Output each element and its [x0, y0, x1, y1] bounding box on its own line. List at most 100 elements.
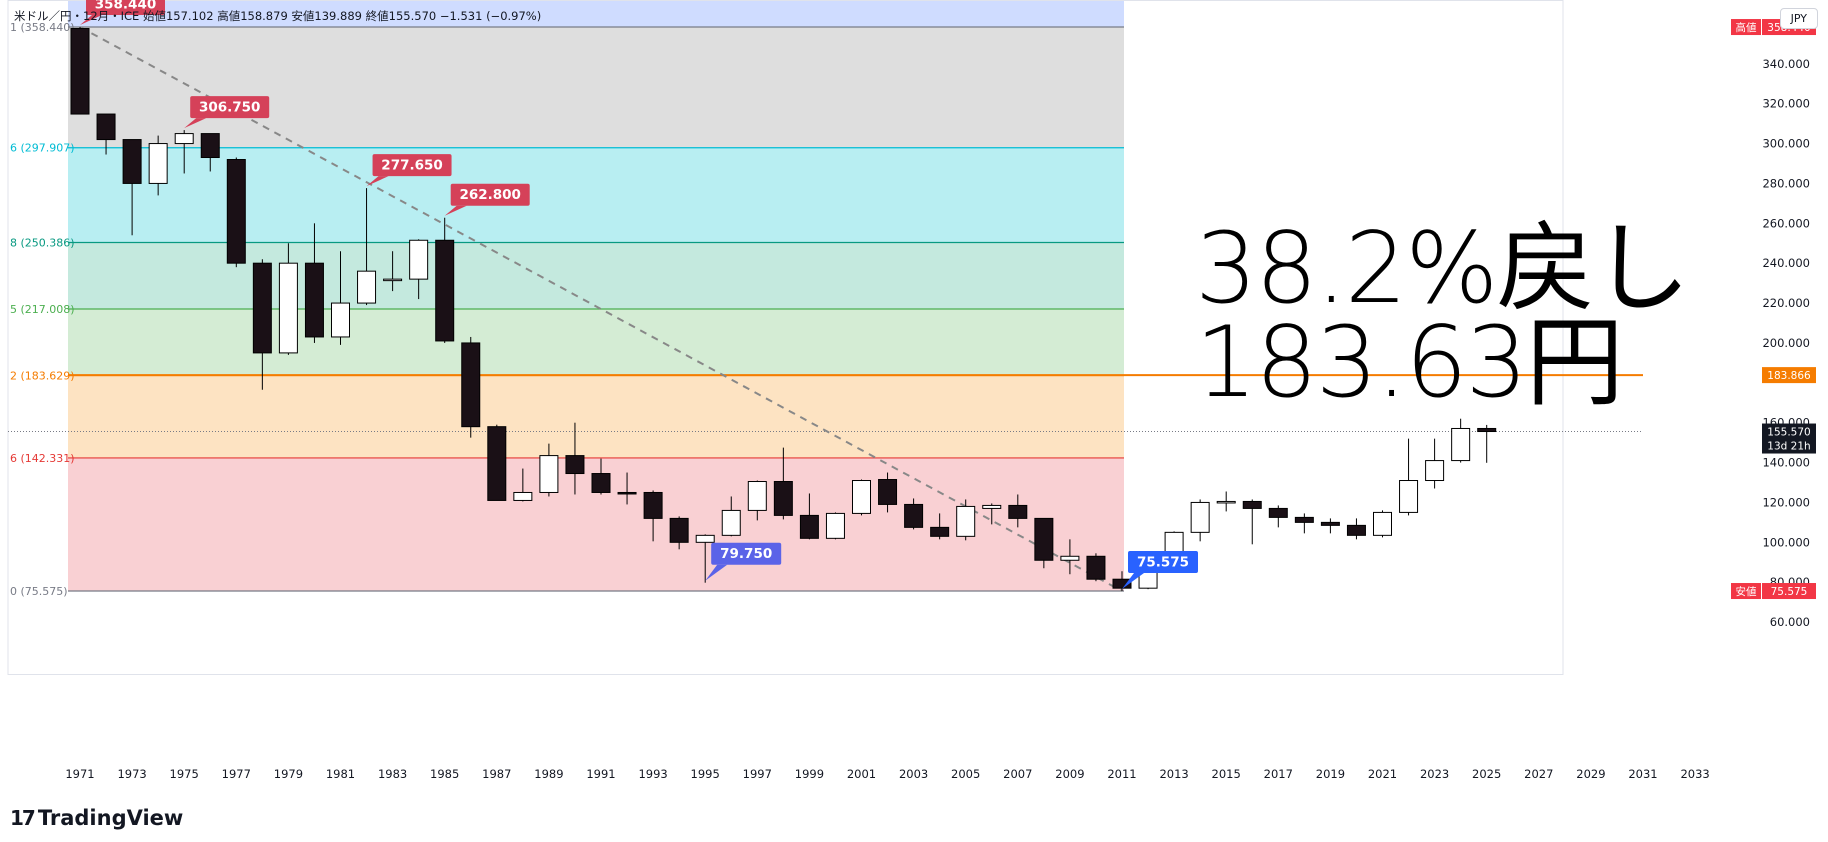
- plot-frame: [7, 0, 1564, 675]
- brand-name: TradingView: [37, 806, 184, 830]
- x-tick-label: 2025: [1472, 767, 1501, 781]
- candle-body: [773, 481, 793, 516]
- x-tick-label: 1997: [743, 767, 772, 781]
- candle-body: [956, 505, 976, 537]
- callout-value: 277.650: [381, 158, 443, 174]
- candle-body: [643, 491, 663, 519]
- candle-body: [70, 28, 90, 115]
- fib-label: 5 (217.008): [10, 303, 75, 316]
- y-tick-label: 260.000: [1762, 216, 1810, 230]
- y-tick-label: 320.000: [1762, 97, 1810, 111]
- fib-label: 0 (75.575): [10, 585, 68, 598]
- y-axis: 60.00080.000100.000120.000140.000160.000…: [1762, 57, 1810, 629]
- candle-body: [747, 481, 767, 511]
- callout-pointer: [366, 176, 389, 187]
- fib-label: 6 (142.331): [10, 452, 75, 465]
- x-tick-label: 2027: [1524, 767, 1553, 781]
- y-tick-label: 200.000: [1762, 336, 1810, 350]
- symbol-label: 米ドル／円・12月・ICE: [14, 9, 140, 23]
- candle-body: [1294, 516, 1314, 523]
- price-badge-label: 安値: [1736, 585, 1758, 598]
- candle-body: [174, 133, 194, 145]
- candle-body: [383, 278, 403, 282]
- candle-body: [148, 143, 168, 184]
- candles: [70, 27, 1497, 592]
- x-tick-label: 1983: [378, 767, 407, 781]
- callout-box: [711, 542, 782, 565]
- x-tick-label: 1979: [274, 767, 303, 781]
- callout-box: [190, 96, 270, 119]
- candle-body: [1399, 480, 1419, 513]
- callout-pointer: [80, 15, 102, 26]
- price-badge-label-bg: [1731, 583, 1761, 600]
- candle-body: [1451, 427, 1471, 462]
- x-tick-label: 2005: [951, 767, 980, 781]
- tradingview-brand[interactable]: 17 TradingView: [10, 806, 183, 830]
- currency-button[interactable]: JPY: [1779, 8, 1818, 29]
- ohlc-legend: 米ドル／円・12月・ICE 始値157.102 高値158.879 安値139.…: [14, 8, 541, 24]
- candle-body: [200, 133, 220, 159]
- x-axis: 1971 1973 1975 1977 1979 1981 1983 1985 1987 1989…: [65, 767, 1709, 781]
- fib-band: [68, 27, 1124, 148]
- candle-body: [487, 426, 507, 501]
- close-label: 終値: [365, 9, 389, 23]
- candle-body: [878, 479, 898, 505]
- x-tick-label: 1971: [65, 767, 94, 781]
- x-tick-label: 1981: [326, 767, 355, 781]
- open-value: 157.102: [165, 9, 214, 23]
- x-tick-label: 1995: [691, 767, 720, 781]
- x-tick-label: 1993: [638, 767, 667, 781]
- candle-body: [513, 491, 533, 501]
- fib-band: [68, 309, 1124, 376]
- x-tick-label: 2009: [1055, 767, 1084, 781]
- callout-box: [1128, 551, 1198, 574]
- candle-body: [721, 509, 741, 536]
- fib-band: [68, 147, 1124, 243]
- change-value: −1.531 (−0.97%): [439, 9, 542, 23]
- x-tick-label: 1975: [170, 767, 199, 781]
- callout-pointer: [444, 205, 467, 216]
- candle-body: [591, 473, 611, 493]
- x-tick-label: 2021: [1368, 767, 1397, 781]
- axis-frame: [7, 0, 1564, 675]
- high-label: 高値: [217, 9, 241, 23]
- y-tick-label: 60.000: [1770, 615, 1810, 629]
- open-label: 始値: [142, 9, 166, 23]
- candle-body: [1034, 517, 1054, 561]
- candle-body: [1242, 500, 1262, 509]
- fib-bands: [68, 0, 1124, 592]
- candle-body: [304, 262, 324, 338]
- price-badge-label: 高値: [1736, 21, 1758, 34]
- callout-pointer: [705, 564, 728, 581]
- x-tick-label: 2023: [1420, 767, 1449, 781]
- y-tick-label: 240.000: [1762, 256, 1810, 270]
- x-tick-label: 2029: [1576, 767, 1605, 781]
- price-badge-label-bg: [1731, 19, 1761, 36]
- price-badge-bg: [1762, 583, 1816, 600]
- candle-body: [1112, 578, 1132, 589]
- y-tick-label: 340.000: [1762, 57, 1810, 71]
- fib-label: 6 (297.907): [10, 142, 75, 155]
- x-tick-label: 1999: [795, 767, 824, 781]
- candle-body: [617, 491, 637, 495]
- callouts: 358.440 306.750 277.650 262.800 79.750 75.575: [80, 0, 1198, 590]
- x-tick-label: 2033: [1680, 767, 1709, 781]
- callout-pointer: [1122, 573, 1144, 590]
- candle-body: [435, 239, 455, 342]
- fib-label: 8 (250.386): [10, 236, 75, 249]
- x-tick-label: 2003: [899, 767, 928, 781]
- price-badge-value: 155.570: [1767, 427, 1810, 439]
- candle-body: [825, 512, 845, 539]
- y-tick-label: 280.000: [1762, 176, 1810, 190]
- y-tick-label: 100.000: [1762, 535, 1810, 549]
- candle-body: [1425, 460, 1445, 482]
- x-tick-label: 1985: [430, 767, 459, 781]
- annotation-text: 38.2%戻し 183.63円: [1195, 220, 1690, 412]
- x-tick-label: 2001: [847, 767, 876, 781]
- price-badge-value: 183.866: [1767, 370, 1811, 382]
- x-tick-label: 2013: [1159, 767, 1188, 781]
- candle-body: [904, 503, 924, 528]
- candle-body: [1190, 501, 1210, 533]
- callout-value: 75.575: [1137, 555, 1189, 571]
